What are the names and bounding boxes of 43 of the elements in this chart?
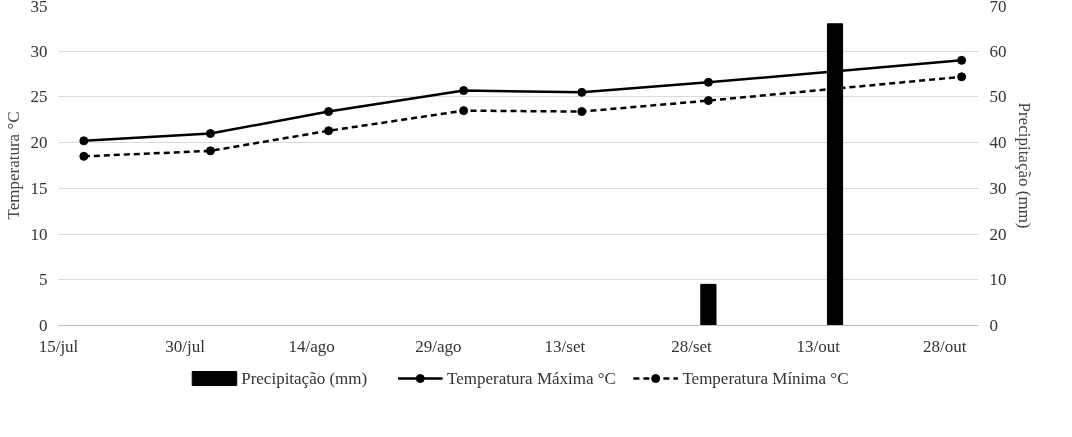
- y-axis-title: Temperatura °C: [3, 111, 23, 220]
- y-tick-label: 20: [30, 133, 48, 153]
- point: [703, 96, 713, 106]
- y-tick-label: 5: [39, 270, 48, 290]
- y2-tick-label: 0: [989, 316, 998, 335]
- y2-tick-label: 10: [989, 270, 1007, 290]
- point: [459, 106, 469, 116]
- x-tick-label: 28/out: [923, 336, 967, 356]
- x-tick-label: 13/set: [544, 336, 586, 356]
- point: [79, 151, 89, 161]
- point: [957, 55, 967, 65]
- point: [79, 136, 89, 146]
- legend-label: Precipitação (mm): [241, 369, 368, 388]
- point: [703, 77, 713, 87]
- point: [205, 129, 215, 138]
- y-tick-label: 35: [30, 0, 48, 16]
- x-tick-label: 15/jul: [38, 336, 79, 356]
- y2-tick-label: 20: [989, 224, 1007, 244]
- y-tick-label: 0: [39, 316, 48, 335]
- y2-axis-title: Precipitação (mm): [1014, 102, 1034, 229]
- y-tick-label: 30: [30, 41, 48, 61]
- point: [577, 87, 587, 97]
- y2-tick-label: 50: [989, 87, 1007, 107]
- y2-tick-label: 40: [989, 133, 1007, 153]
- y-tick-label: 25: [30, 87, 48, 107]
- x-tick-label: 13/out: [796, 336, 841, 356]
- legend-label: Temperatura Mínima °C: [682, 369, 849, 388]
- y2-tick-label: 60: [989, 41, 1007, 61]
- point: [205, 146, 215, 156]
- point: [459, 86, 469, 96]
- x-tick-label: 29/ago: [415, 336, 462, 356]
- point: [324, 126, 334, 136]
- point: [324, 107, 334, 117]
- y-tick-label: 15: [30, 178, 48, 198]
- y2-tick-label: 70: [989, 0, 1007, 16]
- x-tick-label: 28/set: [671, 336, 713, 356]
- x-tick-label: 14/ago: [288, 336, 335, 356]
- legend-label: Temperatura Máxima °C: [447, 369, 616, 388]
- point: [957, 72, 967, 82]
- x-tick-label: 30/jul: [165, 336, 206, 356]
- y2-tick-label: 30: [989, 178, 1007, 198]
- point: [577, 107, 587, 117]
- y-tick-label: 10: [30, 224, 48, 244]
